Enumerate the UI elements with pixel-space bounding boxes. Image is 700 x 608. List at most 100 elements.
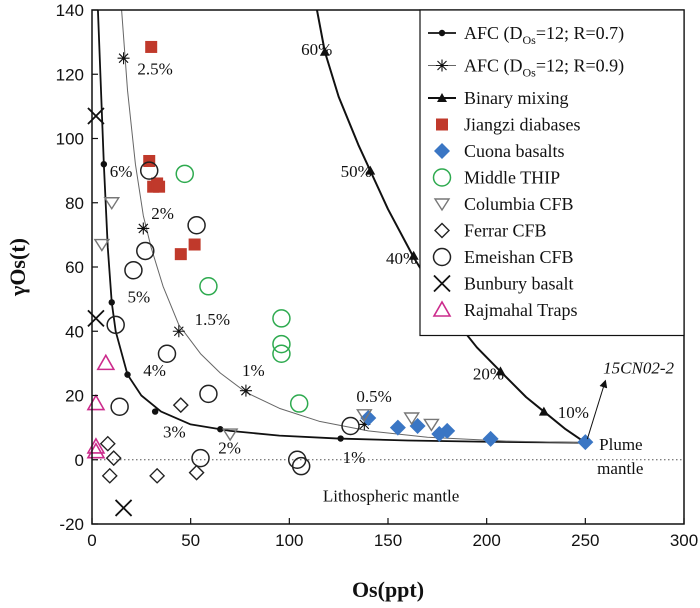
curve-label-afc09: 1.5%	[195, 310, 230, 329]
legend-item-binary-mixing: Binary mixing	[428, 88, 569, 108]
annotation-plume: Plume	[599, 435, 642, 454]
legend-symbol	[434, 222, 450, 239]
sample-label: 15CN02-2	[603, 359, 674, 378]
y-tick-label: 0	[75, 451, 84, 470]
legend-symbol	[432, 168, 452, 187]
data-point	[157, 344, 177, 363]
curve-label-binary: 50%	[341, 162, 372, 181]
curve-label-afc09: 1%	[242, 361, 265, 380]
legend-symbol	[432, 247, 452, 267]
data-point	[356, 409, 373, 423]
legend-symbol	[438, 29, 446, 37]
curve-marker-binary	[365, 165, 376, 175]
data-point	[96, 353, 116, 371]
annotation-lithospheric-mantle: Lithospheric mantle	[323, 487, 459, 506]
data-point	[403, 412, 420, 426]
curve-marker-binary	[319, 46, 330, 56]
data-point	[577, 434, 594, 451]
annotations-group: Plume mantle Lithospheric mantle 15CN02-2	[323, 359, 675, 506]
legend-label: Jiangzi diabases	[464, 115, 580, 135]
curve-marker-afc09	[239, 384, 252, 397]
legend-item-ferrar-cfb: Ferrar CFB	[434, 221, 547, 241]
legend-label: Rajmahal Traps	[464, 300, 578, 320]
curve-marker-afc07	[337, 435, 344, 442]
data-point	[341, 416, 360, 436]
legend-item-emeishan-cfb: Emeishan CFB	[432, 247, 574, 267]
data-point	[191, 448, 210, 468]
legend-label: AFC (DOs=12; R=0.9)	[464, 56, 624, 80]
curve-labels-group: 6%5%4%3%2%1%2.5%2%1.5%1%0.5%60%50%40%30%…	[100, 40, 589, 467]
y-tick-label: -20	[59, 515, 84, 534]
legend-label: Bunbury basalt	[464, 274, 574, 294]
x-axis-label: Os(ppt)	[352, 577, 424, 602]
points-group	[86, 40, 594, 517]
curve-marker-afc09	[358, 418, 371, 431]
series-emeishan-cfb	[106, 161, 360, 476]
legend-item-middle-thip: Middle THIP	[432, 168, 560, 188]
data-point	[139, 161, 159, 180]
legend-label: Binary mixing	[464, 88, 569, 108]
data-point	[153, 180, 166, 193]
data-point	[187, 215, 206, 235]
legend-item-bunbury-basalt: Bunbury basalt	[433, 274, 574, 294]
data-point	[482, 430, 499, 447]
data-point	[439, 422, 456, 439]
legend-symbol	[433, 274, 451, 293]
legend-item-columbia-cfb: Columbia CFB	[433, 194, 574, 214]
curve-label-afc09: 0.5%	[356, 387, 391, 406]
series-ferrar-cfb	[99, 397, 205, 484]
data-point	[289, 394, 309, 413]
y-tick-label: 80	[65, 194, 84, 213]
sample-arrow	[586, 379, 608, 440]
legend-item-cuona-basalts: Cuona basalts	[434, 141, 565, 161]
legend-symbol	[436, 118, 448, 131]
data-point	[110, 397, 129, 416]
data-point	[272, 344, 291, 363]
x-tick-label: 0	[87, 531, 96, 550]
x-tick-label: 200	[472, 531, 500, 550]
annotation-mantle: mantle	[597, 459, 643, 478]
data-point	[423, 418, 440, 432]
y-tick-label: 20	[65, 387, 84, 406]
curve-label-binary: 40%	[386, 249, 417, 268]
curve-marker-afc07	[217, 426, 224, 433]
data-point	[87, 107, 105, 125]
data-point	[272, 334, 291, 354]
data-point	[221, 428, 239, 442]
y-tick-label: 60	[65, 258, 84, 277]
data-point	[389, 419, 406, 436]
data-point	[188, 464, 205, 481]
legend-item-rajmahal-traps: Rajmahal Traps	[432, 300, 578, 320]
data-point	[106, 315, 125, 335]
curve-marker-afc07	[124, 371, 131, 378]
data-point	[101, 467, 118, 484]
data-point	[149, 467, 166, 484]
curve-marker-binary	[408, 250, 419, 260]
legend-item-jiangzi-diabases: Jiangzi diabases	[436, 115, 580, 135]
data-point	[199, 277, 218, 296]
data-point	[291, 456, 311, 476]
legend-symbol	[437, 93, 447, 102]
x-tick-label: 100	[275, 531, 303, 550]
data-point	[99, 435, 116, 452]
legend-label: Middle THIP	[464, 168, 560, 188]
series-columbia-cfb	[93, 197, 440, 442]
data-point	[105, 450, 122, 467]
curve-label-afc07: 3%	[163, 422, 186, 441]
legend-item-afc-d-12-r-0-7: AFC (DOs=12; R=0.7)	[428, 23, 624, 47]
legend-item-afc-d-12-r-0-9: AFC (DOs=12; R=0.9)	[428, 56, 624, 80]
data-point	[93, 238, 111, 252]
legend-symbol	[432, 300, 452, 317]
curve-marker-afc09	[137, 222, 150, 235]
data-point	[175, 164, 194, 184]
curve-label-binary: 10%	[558, 403, 589, 422]
data-point	[114, 499, 133, 517]
curve-label-afc09: 2%	[151, 204, 174, 223]
curve-marker-binary	[538, 406, 549, 416]
legend-label: Ferrar CFB	[464, 221, 547, 241]
data-point	[172, 397, 189, 414]
legend-label: Columbia CFB	[464, 194, 574, 214]
data-point	[272, 309, 291, 328]
y-axis-label: γOs(t)	[5, 238, 30, 297]
